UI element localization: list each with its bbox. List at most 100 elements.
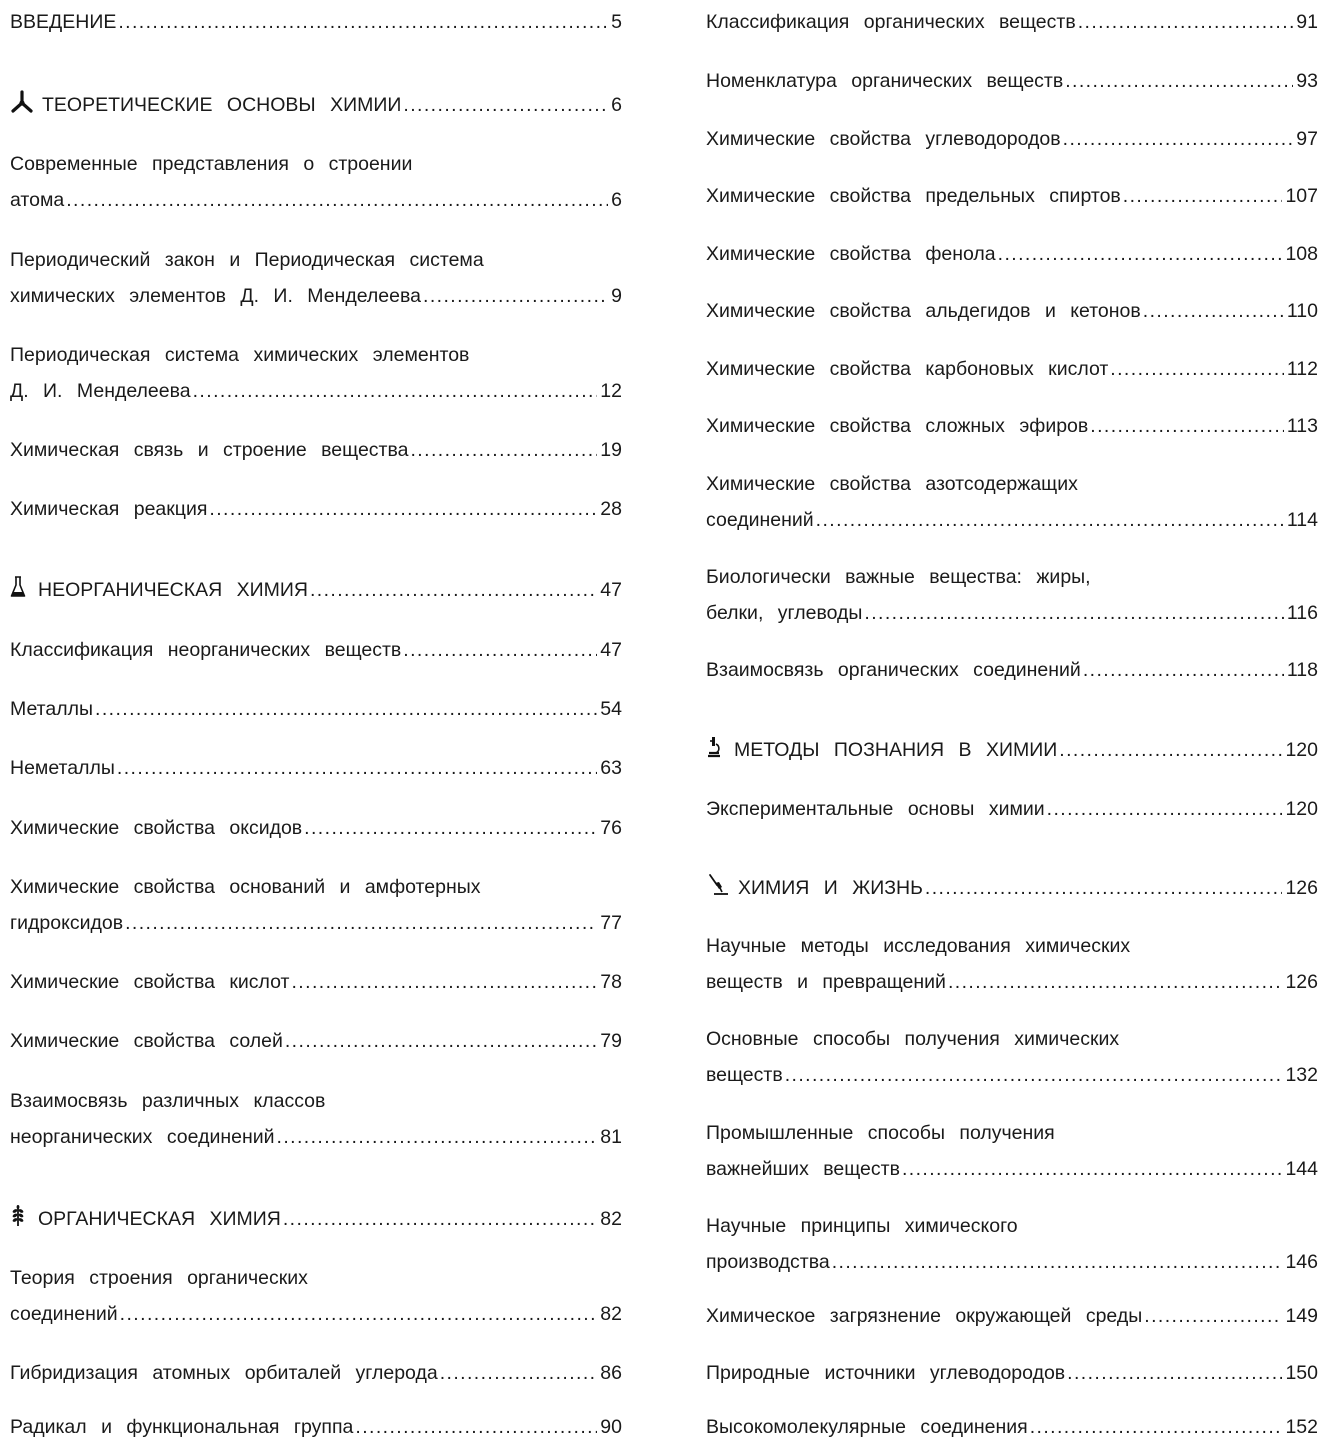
toc-section-inorganic[interactable]: НЕОРГАНИЧЕСКАЯ ХИМИЯ 47 [10, 572, 622, 608]
toc-entry-title: Взаимосвязь органических соединений [706, 659, 1081, 681]
toc-page-number: 47 [600, 579, 622, 601]
toc-entry-title: Научные методы исследования химических [706, 935, 1131, 957]
toc-entry-nitrogen-compounds[interactable]: Химические свойства азотсодержащих соеди… [706, 466, 1318, 538]
dot-leader [193, 373, 598, 409]
toc-page-number: 93 [1296, 70, 1318, 92]
toc-entry-hybridization[interactable]: Гибридизация атомных орбиталей углерода 8… [10, 1355, 622, 1391]
toc-entry-carboxylic-acids[interactable]: Химические свойства карбоновых кислот 112 [706, 351, 1318, 387]
toc-section-chemistry-life[interactable]: ХИМИЯ И ЖИЗНЬ 126 [706, 870, 1318, 906]
dot-leader [403, 87, 608, 123]
toc-entry-title: Химические свойства азотсодержащих [706, 473, 1078, 495]
dot-leader [1143, 293, 1284, 329]
dot-leader [209, 491, 597, 527]
toc-entry-nomenclature[interactable]: Номенклатура органических веществ 93 [706, 63, 1318, 99]
toc-page-number: 63 [600, 757, 622, 779]
toc-entry-pollution[interactable]: Химическое загрязнение окружающей среды 1… [706, 1298, 1318, 1334]
dot-leader [1063, 121, 1294, 157]
toc-entry-alcohols[interactable]: Химические свойства предельных спиртов 10… [706, 178, 1318, 214]
toc-entry-interrelation-organic[interactable]: Взаимосвязь органических соединений 118 [706, 652, 1318, 688]
section-title: МЕТОДЫ ПОЗНАНИЯ В ХИМИИ [734, 739, 1058, 761]
toc-entry-hydrocarbons[interactable]: Химические свойства углеводородов 97 [706, 121, 1318, 157]
toc-entry-oxides[interactable]: Химические свойства оксидов 76 [10, 810, 622, 846]
dot-leader [864, 595, 1284, 631]
toc-entry-salts[interactable]: Химические свойства солей 79 [10, 1023, 622, 1059]
toc-entry-production-methods[interactable]: Основные способы получения химических ве… [706, 1021, 1318, 1093]
toc-entry-esters[interactable]: Химические свойства сложных эфиров 113 [706, 408, 1318, 444]
toc-entry-title-cont: неорганических соединений [10, 1126, 275, 1148]
dot-leader [440, 1355, 598, 1391]
toc-entry-title-cont: белки, углеводы [706, 602, 863, 624]
toc-page-number: 90 [600, 1416, 622, 1438]
toc-entry-natural-hydrocarbons[interactable]: Природные источники углеводородов 150 [706, 1355, 1318, 1391]
toc-page-number: 152 [1285, 1416, 1318, 1438]
toc-page-number: 6 [611, 189, 622, 211]
toc-entry-title: Природные источники углеводородов [706, 1362, 1066, 1384]
toc-page-number: 118 [1286, 659, 1318, 681]
toc-entry-research-methods[interactable]: Научные методы исследования химических в… [706, 928, 1318, 1000]
toc-entry-title: Химические свойства предельных спиртов [706, 185, 1121, 207]
toc-page-number: 5 [611, 11, 622, 33]
dot-leader [902, 1151, 1283, 1187]
toc-entry-title-cont: веществ [706, 1064, 783, 1086]
toc-section-methods[interactable]: МЕТОДЫ ПОЗНАНИЯ В ХИМИИ 120 [706, 732, 1318, 768]
toc-page-number: 91 [1296, 11, 1318, 33]
toc-entry-radical[interactable]: Радикал и функциональная группа 90 [10, 1409, 622, 1445]
toc-page-number: 9 [611, 285, 622, 307]
toc-entry-organic-classification[interactable]: Классификация органических веществ 91 [706, 4, 1318, 40]
toc-page-number: 108 [1285, 243, 1318, 265]
toc-entry-title-cont: химических элементов Д. И. Менделеева [10, 285, 421, 307]
wheat-icon [10, 1204, 26, 1228]
toc-section-theoretical[interactable]: ТЕОРЕТИЧЕСКИЕ ОСНОВЫ ХИМИИ 6 [10, 87, 622, 123]
toc-entry-chemical-bond[interactable]: Химическая связь и строение вещества 19 [10, 432, 622, 468]
toc-entry-title-cont: соединений [706, 509, 814, 531]
toc-entry-title: Классификация органических веществ [706, 11, 1076, 33]
toc-entry-experimental-basics[interactable]: Экспериментальные основы химии 120 [706, 791, 1318, 827]
toc-entry-introduction[interactable]: ВВЕДЕНИЕ 5 [10, 4, 622, 40]
toc-entry-title: Химическое загрязнение окружающей среды [706, 1305, 1143, 1327]
dot-leader [118, 4, 608, 40]
toc-entry-aldehydes[interactable]: Химические свойства альдегидов и кетонов… [706, 293, 1318, 329]
toc-entry-chemical-reaction[interactable]: Химическая реакция 28 [10, 491, 622, 527]
dot-leader [125, 905, 597, 941]
toc-entry-acids[interactable]: Химические свойства кислот 78 [10, 964, 622, 1000]
dot-leader [1065, 63, 1293, 99]
toc-entry-industrial-methods[interactable]: Промышленные способы получения важнейших… [706, 1115, 1318, 1187]
toc-page-number: 97 [1296, 128, 1318, 150]
toc-entry-title: Химические свойства оксидов [10, 817, 303, 839]
toc-entry-periodic-system[interactable]: Периодическая система химических элемент… [10, 337, 622, 409]
toc-entry-polymers[interactable]: Высокомолекулярные соединения 152 [706, 1409, 1318, 1445]
toc-entry-phenol[interactable]: Химические свойства фенола 108 [706, 236, 1318, 272]
dot-leader [285, 1023, 597, 1059]
toc-entry-nonmetals[interactable]: Неметаллы 63 [10, 750, 622, 786]
toc-entry-title-cont: Д. И. Менделеева [10, 380, 191, 402]
toc-entry-title: Промышленные способы получения [706, 1122, 1055, 1144]
dot-leader [283, 1201, 597, 1237]
toc-entry-title-cont: важнейших веществ [706, 1158, 900, 1180]
toc-section-organic[interactable]: ОРГАНИЧЕСКАЯ ХИМИЯ 82 [10, 1201, 622, 1237]
toc-entry-title: Металлы [10, 698, 93, 720]
toc-entry-organic-theory[interactable]: Теория строения органических соединений 8… [10, 1260, 622, 1332]
toc-entry-biomolecules[interactable]: Биологически важные вещества: жиры, белк… [706, 559, 1318, 631]
toc-entry-metals[interactable]: Металлы 54 [10, 691, 622, 727]
toc-entry-interrelation-inorganic[interactable]: Взаимосвязь различных классов неорганиче… [10, 1083, 622, 1155]
toc-entry-production-principles[interactable]: Научные принципы химического производств… [706, 1208, 1318, 1280]
toc-entry-title: Химическая реакция [10, 498, 208, 520]
toc-page-number: 120 [1285, 798, 1318, 820]
microscope-icon [706, 735, 722, 759]
toc-entry-inorganic-classification[interactable]: Классификация неорганических веществ 47 [10, 632, 622, 668]
dot-leader [1047, 791, 1283, 827]
dot-leader [410, 432, 597, 468]
toc-page-number: 150 [1285, 1362, 1318, 1384]
toc-page-number: 28 [600, 498, 622, 520]
dot-leader [1123, 178, 1283, 214]
toc-entry-title: Научные принципы химического [706, 1215, 1018, 1237]
toc-entry-title: Взаимосвязь различных классов [10, 1090, 326, 1112]
toc-entry-periodic-law[interactable]: Периодический закон и Периодическая сист… [10, 242, 622, 314]
toc-page-number: 76 [600, 817, 622, 839]
toc-entry-title: Номенклатура органических веществ [706, 70, 1064, 92]
dot-leader [304, 810, 597, 846]
toc-entry-bases[interactable]: Химические свойства оснований и амфотерн… [10, 869, 622, 941]
dot-leader [1078, 4, 1294, 40]
toc-entry-atom-structure[interactable]: Современные представления о строении ато… [10, 146, 622, 218]
section-title: НЕОРГАНИЧЕСКАЯ ХИМИЯ [38, 579, 308, 601]
